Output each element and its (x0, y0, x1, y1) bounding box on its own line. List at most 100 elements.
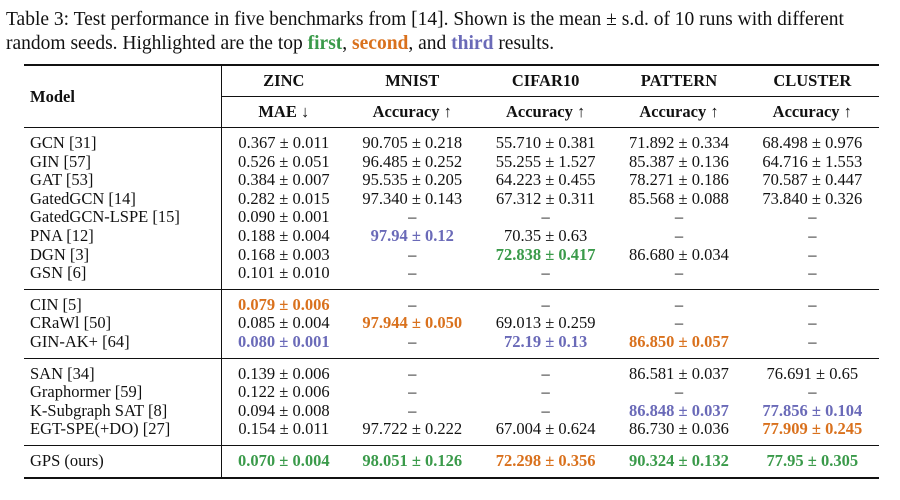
result-cell: 96.485 ± 0.252 (362, 151, 463, 171)
table-row: GIN-AK+ [64] 0.080 ± 0.001 – 72.19 ± 0.13 86… (24, 331, 879, 359)
result-cell: 90.705 ± 0.218 (345, 126, 479, 153)
result-cell: 0.367 ± 0.011 (221, 126, 346, 153)
model-name-cell: SAN [34] (24, 357, 222, 384)
model-name-cell: CIN [5] (24, 288, 222, 315)
result-cell: 69.013 ± 0.259 (495, 313, 596, 333)
table-row: GIN [57] 0.526 ± 0.051 96.485 ± 0.252 55.25… (24, 151, 879, 172)
model-name-cell: GPS (ours) (24, 444, 222, 479)
results-table: Model ZINC MNIST CIFAR10 PATTERN CLUSTER… (24, 64, 879, 479)
result-cell: – (745, 288, 879, 315)
result-cell: – (345, 357, 479, 384)
model-name-cell: GIN-AK+ [64] (24, 332, 222, 359)
table-row: DGN [3] 0.168 ± 0.003 – 72.838 ± 0.417 86.68… (24, 244, 879, 265)
model-name-cell: GAT [53] (24, 171, 222, 190)
result-cell: – (674, 225, 684, 245)
result-cell: 0.139 ± 0.006 (221, 357, 346, 384)
dataset-header-mnist: MNIST (385, 71, 440, 90)
dataset-header-zinc: ZINC (263, 71, 305, 90)
result-cell: 97.340 ± 0.143 (362, 188, 463, 208)
result-cell: – (408, 263, 417, 283)
result-cell: 70.35 ± 0.63 (503, 225, 588, 245)
metric-header-zinc: MAE ↓ (221, 96, 346, 128)
result-cell: – (541, 263, 550, 283)
model-name-cell: GSN [6] (24, 263, 222, 290)
result-cell: 64.223 ± 0.455 (495, 170, 596, 190)
result-cell: 86.730 ± 0.036 (629, 419, 729, 439)
dataset-header-pattern: PATTERN (640, 71, 718, 90)
result-cell: 85.387 ± 0.136 (629, 151, 729, 171)
result-cell: 67.004 ± 0.624 (495, 419, 596, 439)
table-row: EGT-SPE(+DO) [27] 0.154 ± 0.011 97.722 ± 0… (24, 419, 879, 446)
result-cell: – (808, 313, 817, 333)
table-row: GSN [6] 0.101 ± 0.010 – – – – (24, 263, 879, 290)
result-cell: – (478, 288, 613, 315)
result-cell: 0.384 ± 0.007 (238, 170, 330, 190)
table-row: CRaWl [50] 0.085 ± 0.004 97.944 ± 0.050 69.… (24, 314, 879, 333)
result-cell: 70.587 ± 0.447 (762, 170, 863, 190)
result-cell: – (408, 331, 417, 351)
dataset-header-cifar10: CIFAR10 (511, 71, 580, 90)
model-name-cell: GCN [31] (24, 126, 222, 153)
result-cell: 0.168 ± 0.003 (238, 244, 330, 264)
metric-header-cluster: Accuracy ↑ (745, 96, 879, 128)
result-cell: – (408, 382, 417, 402)
result-cell: 72.298 ± 0.356 (478, 444, 613, 479)
result-cell: 0.070 ± 0.004 (221, 444, 346, 479)
model-name-cell: GIN [57] (24, 152, 222, 172)
table-row: GatedGCN-LSPE [15] 0.090 ± 0.001 – – – – (24, 208, 879, 227)
result-cell: – (808, 244, 817, 264)
table-row: GPS (ours) 0.070 ± 0.004 98.051 ± 0.126 72.… (24, 444, 879, 479)
model-name-cell: GatedGCN-LSPE [15] (24, 208, 222, 227)
result-cell: 0.526 ± 0.051 (238, 151, 330, 171)
table-body: GCN [31] 0.367 ± 0.011 90.705 ± 0.218 55.71… (24, 126, 879, 479)
result-cell: – (674, 263, 684, 283)
result-cell: 72.838 ± 0.417 (495, 244, 596, 264)
result-cell: 0.122 ± 0.006 (238, 382, 330, 402)
result-cell: – (808, 225, 817, 245)
result-cell: – (612, 288, 746, 315)
result-cell: 0.094 ± 0.008 (238, 400, 330, 420)
result-cell: – (808, 331, 817, 351)
result-cell: – (345, 288, 479, 315)
dataset-header-cluster: CLUSTER (773, 71, 852, 90)
result-cell: 55.710 ± 0.381 (478, 126, 613, 153)
model-name-cell: GatedGCN [14] (24, 189, 222, 209)
result-cell: – (478, 357, 613, 384)
caption-second-label: second (352, 33, 409, 54)
model-name-cell: Graphormer [59] (24, 383, 222, 402)
caption-separator: , and (408, 33, 452, 54)
table-row: CIN [5] 0.079 ± 0.006– – – – (24, 288, 879, 315)
result-cell: – (808, 263, 817, 283)
result-cell: 0.154 ± 0.011 (238, 419, 330, 439)
result-cell: – (541, 207, 550, 227)
table-row: PNA [12] 0.188 ± 0.004 97.94 ± 0.12 70.35 ±… (24, 225, 879, 246)
result-cell: 77.95 ± 0.305 (745, 444, 879, 479)
result-cell: 86.848 ± 0.037 (629, 400, 729, 420)
table-row: GAT [53] 0.384 ± 0.007 95.535 ± 0.205 64.22… (24, 171, 879, 190)
table-row: GCN [31] 0.367 ± 0.011 90.705 ± 0.218 55.71… (24, 126, 879, 153)
result-cell: 0.080 ± 0.001 (238, 331, 330, 351)
result-cell: 76.691 ± 0.65 (745, 357, 879, 384)
result-cell: – (408, 400, 417, 420)
result-cell: 67.312 ± 0.311 (496, 188, 596, 208)
result-cell: – (541, 400, 550, 420)
table-caption: Table 3: Test performance in five benchm… (6, 8, 896, 56)
result-cell: 71.892 ± 0.334 (612, 126, 746, 153)
table-row: GatedGCN [14] 0.282 ± 0.015 97.340 ± 0.143… (24, 188, 879, 209)
result-cell: 77.909 ± 0.245 (762, 419, 863, 439)
result-cell: 64.716 ± 1.553 (762, 151, 863, 171)
model-name-cell: PNA [12] (24, 226, 222, 246)
model-name-cell: EGT-SPE(+DO) [27] (24, 419, 222, 446)
model-column-header: Model (24, 65, 222, 128)
caption-separator: , (342, 33, 353, 54)
result-cell: 86.850 ± 0.057 (629, 331, 729, 351)
result-cell: 86.581 ± 0.037 (612, 357, 746, 384)
caption-third-label: third (451, 33, 494, 54)
metric-header-mnist: Accuracy ↑ (345, 96, 479, 128)
result-cell: 68.498 ± 0.976 (745, 126, 879, 153)
result-cell: 55.255 ± 1.527 (495, 151, 596, 171)
table-row: Graphormer [59] 0.122 ± 0.006 – – – – (24, 383, 879, 402)
result-cell: – (674, 313, 684, 333)
result-cell: 97.94 ± 0.12 (370, 225, 454, 245)
result-cell: – (541, 382, 550, 402)
